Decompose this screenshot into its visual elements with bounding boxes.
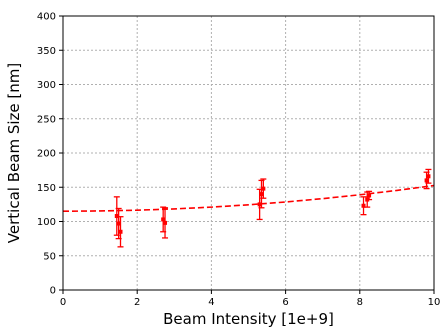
y-axis-label: Vertical Beam Size [nm] (5, 63, 23, 243)
y-tick-label: 350 (37, 46, 56, 57)
data-points-group (113, 168, 432, 248)
data-point (260, 178, 267, 199)
x-tick-label: 4 (208, 297, 214, 308)
y-tick-label: 100 (37, 217, 56, 228)
y-tick-label: 150 (37, 183, 56, 194)
y-tick-label: 300 (37, 80, 56, 91)
point-marker (361, 203, 366, 208)
point-marker (426, 174, 431, 179)
point-marker (118, 229, 123, 234)
data-point (425, 168, 432, 184)
fit-curve (62, 184, 435, 213)
data-point (117, 216, 124, 248)
point-marker (161, 217, 166, 222)
point-marker (114, 214, 119, 219)
y-tick-label: 400 (37, 12, 56, 23)
point-marker (163, 220, 168, 225)
point-marker (261, 186, 266, 191)
x-tick-label: 0 (60, 297, 66, 308)
data-point (366, 190, 373, 201)
point-marker (259, 192, 264, 197)
point-marker (424, 178, 429, 183)
y-tick-label: 250 (37, 114, 56, 125)
x-tick-label: 8 (357, 297, 363, 308)
y-tick-label: 200 (37, 149, 56, 160)
grid-lines (63, 16, 434, 290)
x-axis-label: Beam Intensity [1e+9] (163, 310, 334, 328)
x-tick-label: 10 (428, 297, 441, 308)
data-point (360, 196, 367, 216)
fit-curve-group (62, 184, 435, 213)
y-tick-label: 50 (43, 251, 56, 262)
point-marker (257, 202, 262, 207)
point-marker (367, 193, 372, 198)
y-tick-label: 0 (50, 286, 56, 297)
x-tick-label: 2 (134, 297, 140, 308)
x-tick-label: 6 (282, 297, 288, 308)
point-marker (116, 221, 121, 226)
data-point (162, 207, 169, 239)
